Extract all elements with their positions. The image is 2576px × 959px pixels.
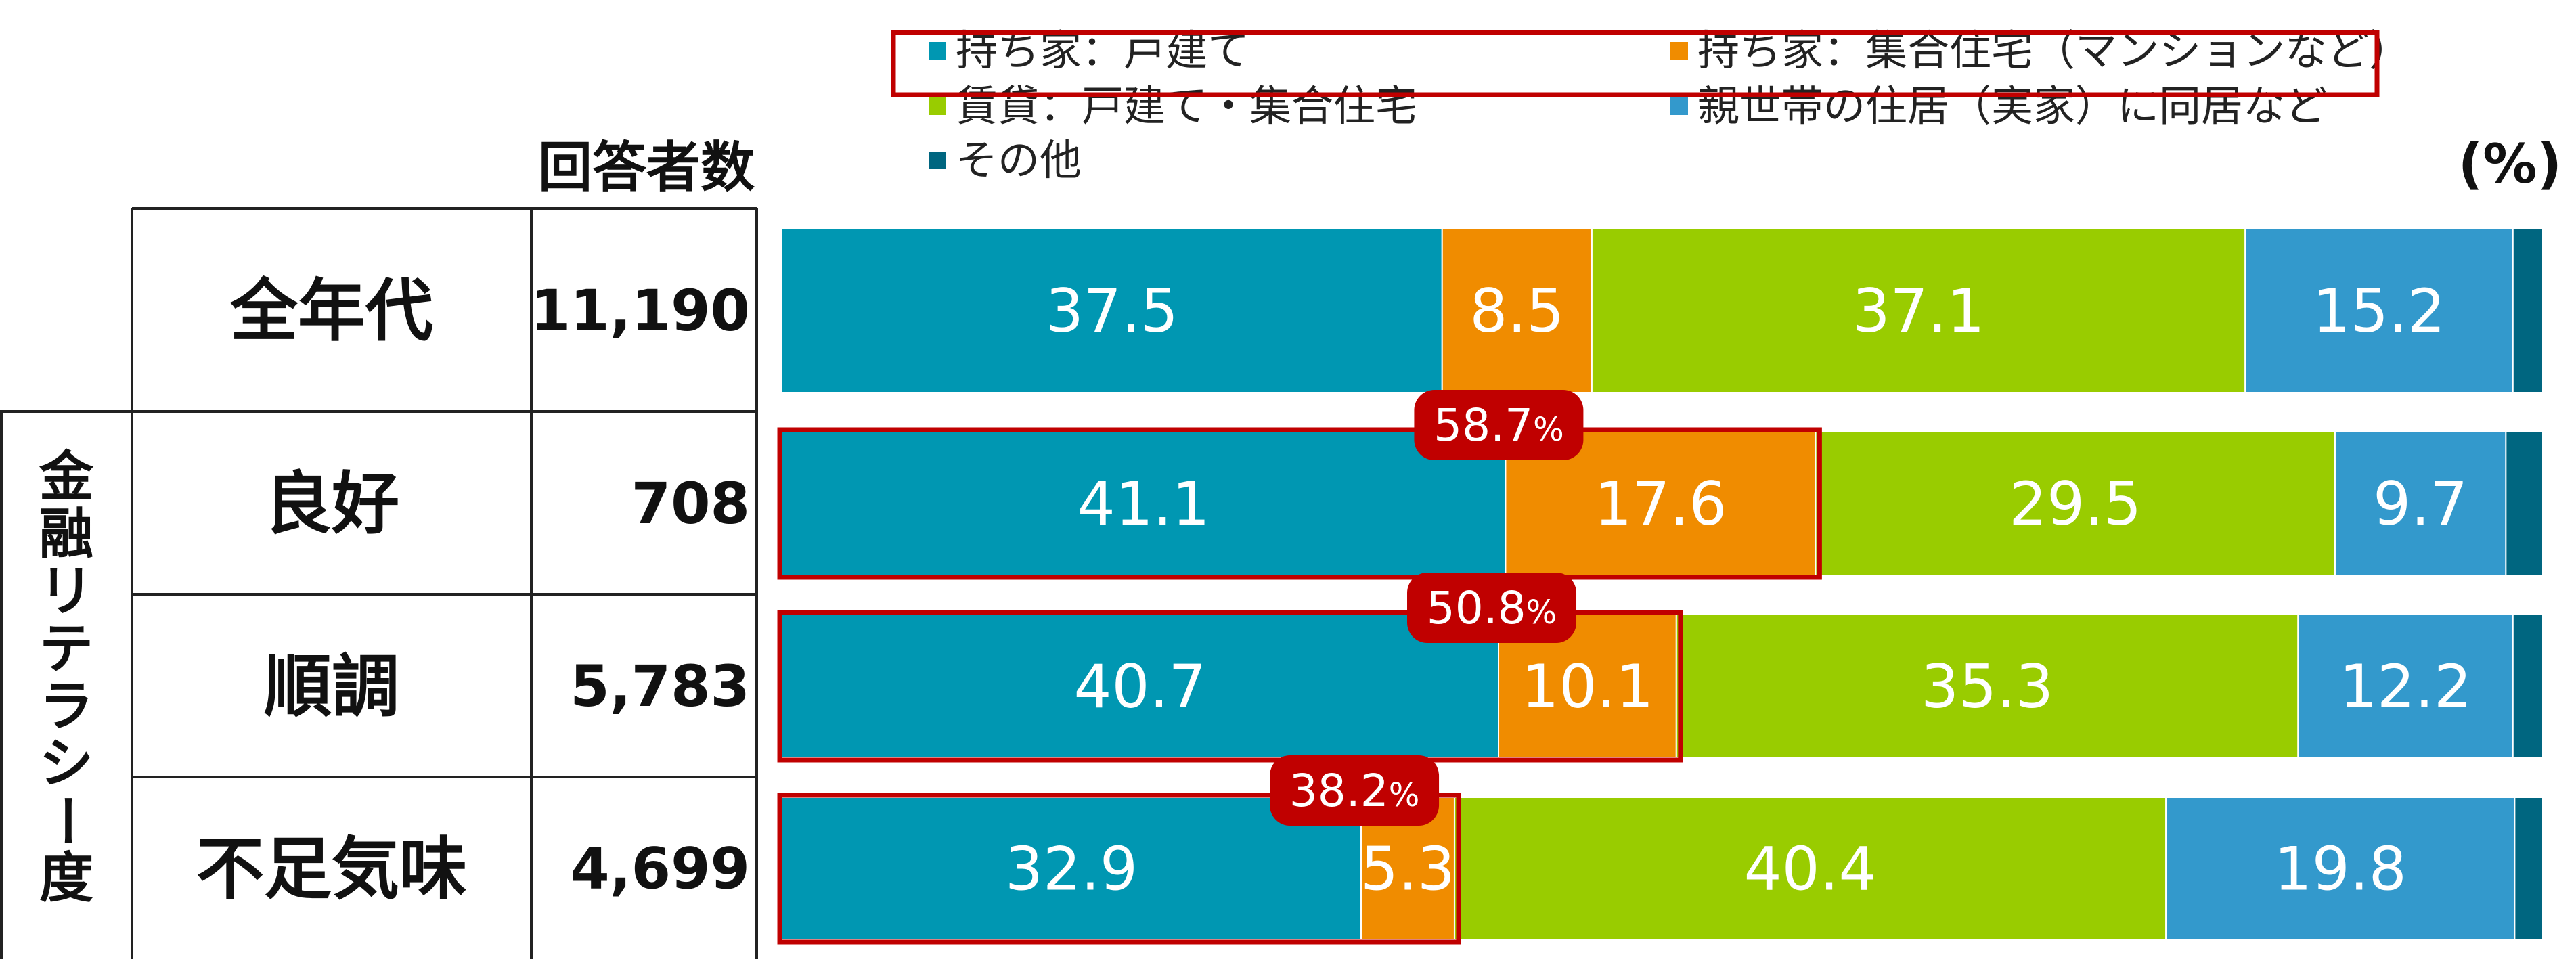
bar-segment	[2297, 614, 2514, 759]
group-label-char: ラ	[39, 675, 93, 738]
bar-segment	[1815, 431, 2336, 576]
highlight-pill	[1270, 755, 1440, 826]
legend-label: その他	[956, 135, 1082, 185]
highlight-total-suffix: %	[1526, 594, 1557, 631]
bar-value-label: 35.3	[1921, 652, 2053, 721]
row-count: 708	[631, 470, 750, 537]
group-label-char: リ	[39, 560, 93, 623]
legend-swatch	[929, 42, 946, 60]
group-label-char: シ	[39, 732, 93, 795]
bar-segment	[781, 614, 1500, 759]
group-label-char: 金	[39, 445, 94, 508]
bar-segment	[2334, 431, 2507, 576]
bar-value-label: 29.5	[2009, 469, 2141, 539]
bar-segment	[2244, 228, 2514, 393]
row-count: 4,699	[570, 836, 750, 902]
row-count: 11,190	[531, 277, 750, 344]
bar-segment	[1441, 228, 1593, 393]
bar-segment	[2505, 431, 2544, 576]
unit-label: (%)	[2458, 133, 2562, 196]
row-label: 不足気味	[196, 830, 467, 909]
highlight-total-suffix: %	[1389, 776, 1420, 814]
highlight-total-value: 58.7	[1434, 399, 1533, 451]
highlight-total-suffix: %	[1533, 411, 1564, 449]
bar-value-label: 32.9	[1005, 834, 1138, 904]
legend-label: 賃貸：戸建て・集合住宅	[956, 81, 1417, 131]
row-label: 良好	[264, 464, 399, 543]
bar-value-label: 40.4	[1744, 834, 1877, 904]
bar-value-label: 41.1	[1078, 469, 1210, 539]
highlight-pill	[1407, 573, 1577, 643]
bar-segment	[2165, 797, 2516, 941]
legend-highlight-box	[891, 30, 2380, 97]
bar-value-label: 19.8	[2274, 834, 2407, 904]
legend-swatch	[929, 97, 946, 115]
highlight-box	[777, 610, 1683, 763]
bar-segment	[781, 228, 1443, 393]
highlight-total-value: 38.2	[1289, 765, 1389, 817]
group-label-char: 融	[39, 503, 93, 566]
bar-segment	[781, 431, 1507, 576]
group-label-char: ー	[35, 793, 97, 847]
bar-value-label: 10.1	[1521, 652, 1653, 721]
table-frame	[0, 207, 758, 959]
group-label-char: テ	[39, 617, 93, 680]
bar-value-label: 9.7	[2373, 469, 2468, 539]
bar-segment	[1675, 614, 2299, 759]
bar-value-label: 5.3	[1360, 834, 1455, 904]
group-label-char: 度	[39, 847, 93, 910]
bar-value-label: 8.5	[1469, 276, 1564, 346]
legend-swatch	[929, 152, 946, 169]
highlight-box	[777, 793, 1461, 945]
row-label: 順調	[264, 647, 399, 726]
bar-segment	[1453, 797, 2167, 941]
bar-value-label: 37.5	[1046, 276, 1178, 346]
bar-value-label: 17.6	[1594, 469, 1727, 539]
bars	[777, 228, 2544, 945]
row-count: 5,783	[570, 653, 750, 719]
highlight-total-value: 50.8	[1427, 582, 1526, 634]
highlight-total-label: 58.7%	[1434, 399, 1564, 451]
count-header: 回答者数	[538, 136, 755, 199]
legend-label: 親世帯の住居（実家）に同居など	[1697, 81, 2327, 131]
bar-value-label: 40.7	[1074, 652, 1207, 721]
bar-value-label: 12.2	[2339, 652, 2472, 721]
row-label: 全年代	[229, 271, 433, 351]
bar-segment	[2512, 614, 2544, 759]
legend-swatch	[1670, 97, 1688, 115]
bar-value-label: 15.2	[2313, 276, 2445, 346]
bar-segment	[2512, 228, 2544, 393]
bar-segment	[2514, 797, 2544, 941]
legend-swatch	[1670, 42, 1688, 60]
highlight-total-label: 50.8%	[1427, 582, 1557, 634]
highlight-pill	[1414, 390, 1584, 460]
highlight-box	[777, 427, 1822, 580]
bar-value-label: 37.1	[1852, 276, 1985, 346]
bar-segment	[1591, 228, 2246, 393]
bar-segment	[781, 797, 1362, 941]
highlight-total-label: 38.2%	[1289, 765, 1420, 817]
legend: 持ち家：戸建て 持ち家：集合住宅（マンションなど）賃貸：戸建て・集合住宅 親世帯の住…	[891, 26, 2411, 185]
